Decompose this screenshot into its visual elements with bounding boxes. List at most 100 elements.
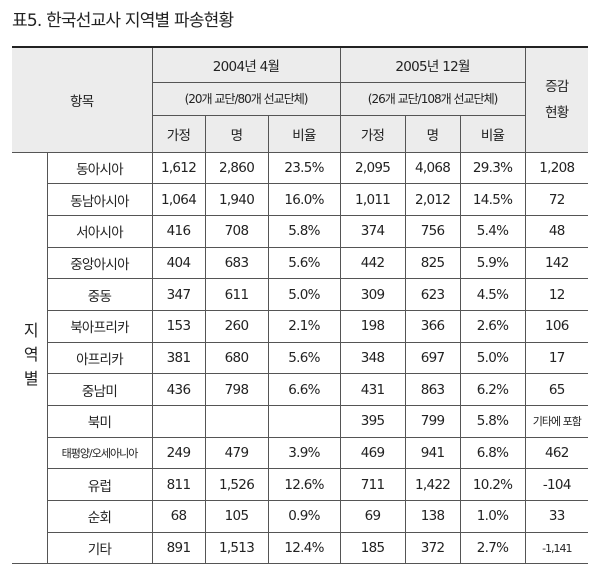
table-cell: 5.8% [267,214,341,248]
table-row: (20개 교단/80개 선교단체) (26개 교단/108개 선교단체) [12,81,588,116]
row-label: 중동 [47,278,153,311]
table-cell: 153 [151,309,206,343]
table-cell: 0.9% [267,500,341,533]
title: 표5. 한국선교사 지역별 파송현황 [12,11,234,31]
table-cell: 348 [339,341,406,375]
table-cell: 5.6% [267,341,341,375]
table-cell: 249 [151,436,206,470]
table-cell: 5.8% [459,405,526,438]
table-cell: 68 [151,500,206,533]
table-cell: 65 [524,373,589,406]
table-cell [267,405,341,438]
change-header-line: 증감 [545,78,569,95]
row-label: 기타 [47,531,153,565]
column-header: 비율 [267,114,341,153]
table-cell: -104 [524,468,589,502]
table-cell: 4,068 [404,151,461,185]
table-cell: 4.5% [459,278,526,311]
table-cell: 12 [524,278,589,311]
table-cell: 2,095 [339,151,406,185]
table-cell: 309 [339,278,406,311]
row-label: 중남미 [47,373,153,406]
table-cell: 1,612 [151,151,206,185]
table-cell: 1,011 [339,183,406,216]
row-label: 북미 [47,405,153,438]
table-row: 기타 891 1,513 12.4% 185 372 2.7% -1,141 [12,531,589,565]
period-header: 2004년 4월 [151,46,341,83]
table-cell: 697 [404,341,461,375]
table-cell: 347 [151,278,206,311]
table-cell: 기타에 포함 [524,405,589,438]
table-cell: 891 [151,531,206,565]
table-cell: 941 [404,436,461,470]
table-cell: 48 [524,214,589,248]
table-cell [151,405,206,438]
table-cell: 1,064 [151,183,206,216]
table-cell: 33 [524,500,589,533]
table-cell: 2.1% [267,309,341,343]
row-label: 동남아시아 [47,183,153,216]
change-header-line: 현황 [545,104,569,121]
table-cell: 198 [339,309,406,343]
table: 항목 2004년 4월 2005년 12월 증감 현황 (20개 교단/80개 선교단체)… [12,46,589,565]
table-cell: 6.8% [459,436,526,470]
side-label: 지역별 [12,151,48,565]
table-cell: 6.2% [459,373,526,406]
table-row: 순회 68 105 0.9% 69 138 1.0% 33 [12,500,589,533]
table-row: 동남아시아 1,064 1,940 16.0% 1,011 2,012 14.5% 72 [12,183,589,216]
table-cell: 825 [404,246,461,280]
row-label: 아프리카 [47,341,153,375]
row-label: 태평양/오세아니아 [47,436,153,470]
table-cell: 436 [151,373,206,406]
table-cell: 5.6% [267,246,341,280]
row-label: 북아프리카 [47,309,153,343]
table-cell: -1,141 [524,531,589,565]
period-header: 2005년 12월 [339,46,526,83]
table-cell: 469 [339,436,406,470]
table-cell: 404 [151,246,206,280]
table-cell: 1,940 [204,183,269,216]
table-cell: 374 [339,214,406,248]
table-cell: 1,526 [204,468,269,502]
table-cell: 72 [524,183,589,216]
table-row: 중앙아시아 404 683 5.6% 442 825 5.9% 142 [12,246,589,280]
table-cell: 1,208 [524,151,589,185]
table-cell: 1,422 [404,468,461,502]
table-row: 중남미 436 798 6.6% 431 863 6.2% 65 [12,373,589,406]
column-header: 명 [404,114,461,153]
table-row: 가정 명 비율 가정 명 비율 [12,114,588,153]
table-cell: 138 [404,500,461,533]
table-cell: 106 [524,309,589,343]
table-cell [204,405,269,438]
row-label: 서아시아 [47,214,153,248]
table-cell: 623 [404,278,461,311]
table-cell: 2.6% [459,309,526,343]
table-cell: 611 [204,278,269,311]
table-cell: 12.4% [267,531,341,565]
table-cell: 17 [524,341,589,375]
corner-header: 항목 [12,46,153,153]
table-cell: 142 [524,246,589,280]
table-cell: 14.5% [459,183,526,216]
table-row: 북미 395 799 5.8% 기타에 포함 [12,405,589,438]
table-cell: 185 [339,531,406,565]
table-cell: 5.0% [267,278,341,311]
table-cell: 69 [339,500,406,533]
table-cell: 2,860 [204,151,269,185]
table-cell: 863 [404,373,461,406]
row-label: 중앙아시아 [47,246,153,280]
table-cell: 3.9% [267,436,341,470]
table-cell: 1,513 [204,531,269,565]
table-cell: 442 [339,246,406,280]
row-label: 동아시아 [46,151,153,185]
table-row: 중동 347 611 5.0% 309 623 4.5% 12 [12,278,589,311]
table-cell: 395 [339,405,406,438]
table-cell: 799 [404,405,461,438]
table-cell: 683 [204,246,269,280]
table-cell: 23.5% [267,151,341,185]
period-subheader: (20개 교단/80개 선교단체) [152,81,341,116]
table-row: 태평양/오세아니아 249 479 3.9% 469 941 6.8% 462 [12,436,589,470]
table-cell: 29.3% [459,151,526,185]
